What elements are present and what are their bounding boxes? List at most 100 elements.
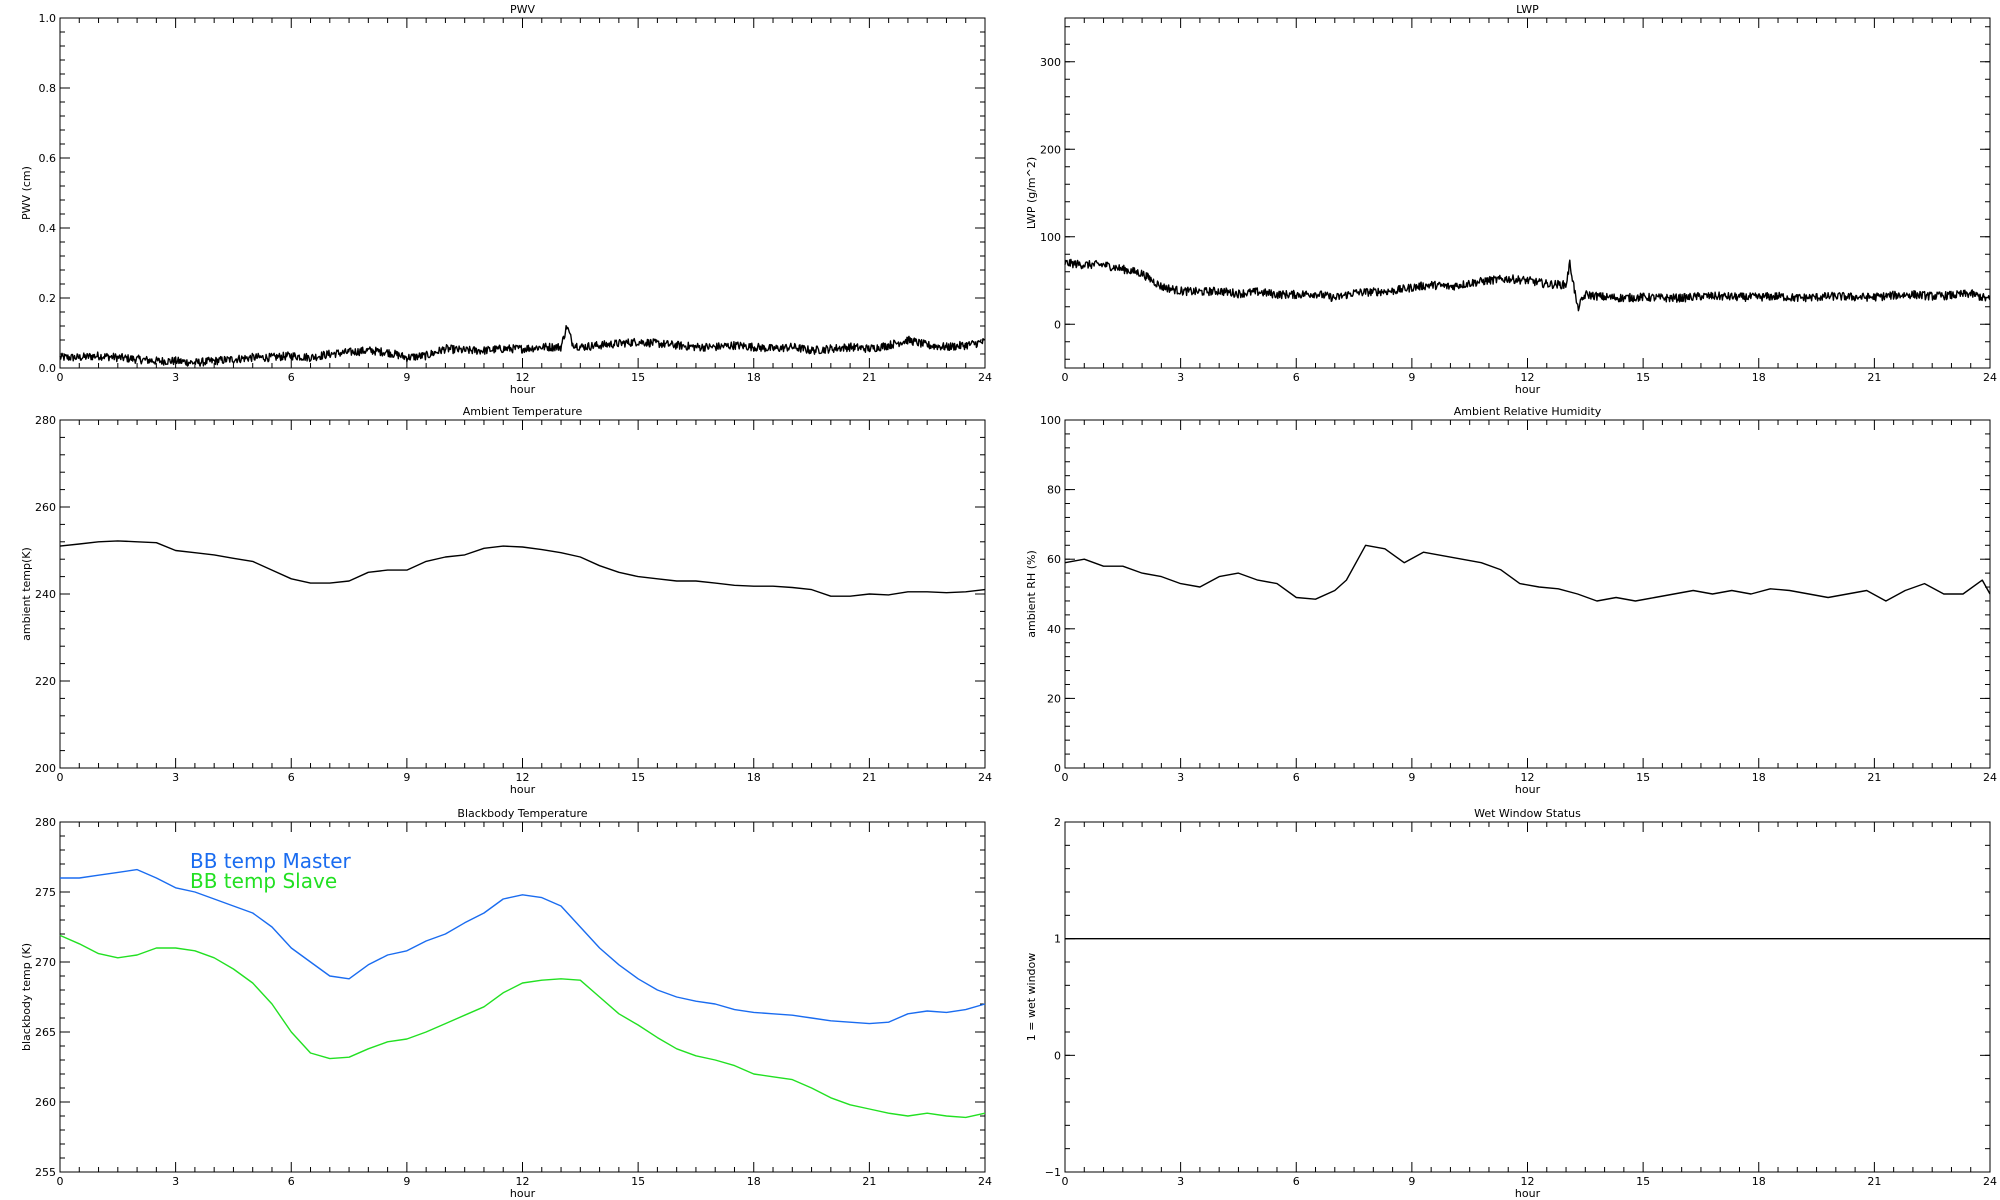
chart-title: Ambient Relative Humidity — [1454, 405, 1602, 418]
x-tick-label: 9 — [1408, 371, 1415, 384]
y-tick-label: 0 — [1054, 1049, 1061, 1062]
x-tick-label: 15 — [1636, 1175, 1650, 1188]
x-tick-label: 0 — [57, 1175, 64, 1188]
series-line-rh — [1064, 544, 1991, 602]
x-tick-label: 3 — [172, 771, 179, 784]
series-line-bb-temp-slave — [59, 934, 986, 1119]
plot-frame — [1064, 821, 1991, 1173]
x-tick-label: 15 — [1636, 771, 1650, 784]
x-tick-label: 15 — [1636, 371, 1650, 384]
chart-title: LWP — [1516, 3, 1539, 16]
chart-title: Ambient Temperature — [463, 405, 583, 418]
y-axis-label: ambient temp(K) — [20, 547, 33, 641]
y-tick-label: 100 — [1040, 231, 1061, 244]
chart-title: PWV — [510, 3, 536, 16]
y-tick-label: 40 — [1047, 623, 1061, 636]
y-tick-label: 0.0 — [39, 362, 57, 375]
x-tick-label: 12 — [1521, 1175, 1535, 1188]
x-tick-label: 0 — [1062, 1175, 1069, 1188]
series-line-tamb — [59, 540, 986, 597]
plot-frame — [59, 17, 986, 369]
y-tick-label: 200 — [1040, 143, 1061, 156]
x-tick-label: 18 — [1752, 371, 1766, 384]
y-axis-label: LWP (g/m^2) — [1025, 157, 1038, 229]
x-tick-label: 6 — [288, 371, 295, 384]
legend-entry: BB temp Master — [190, 849, 352, 873]
x-tick-label: 21 — [1867, 371, 1881, 384]
chart-panel-pwv: PWV 0 3 6 9 12 15 18 21 24 0.0 0.2 0.4 0.6 0.8 1.0 hour P… — [20, 3, 992, 396]
y-tick-label: 0.4 — [39, 222, 57, 235]
y-axis-label: 1 = wet window — [1025, 953, 1038, 1042]
series-line-pwv — [59, 325, 986, 367]
x-tick-label: 3 — [1177, 771, 1184, 784]
y-axis-label: blackbody temp (K) — [20, 943, 33, 1051]
y-tick-label: 300 — [1040, 56, 1061, 69]
x-axis-label: hour — [1515, 383, 1541, 396]
x-tick-label: 24 — [1983, 771, 1997, 784]
y-axis-label: PWV (cm) — [20, 166, 33, 220]
y-tick-label: 270 — [35, 956, 56, 969]
y-tick-label: 0.6 — [39, 152, 57, 165]
x-axis-label: hour — [1515, 1187, 1541, 1200]
y-tick-label: 80 — [1047, 484, 1061, 497]
x-tick-label: 12 — [516, 771, 530, 784]
x-axis-label: hour — [510, 383, 536, 396]
y-tick-label: 0 — [1054, 318, 1061, 331]
x-tick-label: 0 — [1062, 771, 1069, 784]
plot-frame — [59, 419, 986, 769]
y-tick-label: −1 — [1045, 1166, 1061, 1179]
y-tick-label: 0 — [1054, 762, 1061, 775]
series-line-lwp — [1064, 258, 1991, 312]
x-tick-label: 18 — [747, 371, 761, 384]
y-tick-label: 0.2 — [39, 292, 57, 305]
x-tick-label: 6 — [1293, 1175, 1300, 1188]
chart-title: Wet Window Status — [1474, 807, 1581, 820]
x-tick-label: 0 — [57, 371, 64, 384]
series-line-bb-temp-master — [60, 868, 986, 1025]
x-tick-label: 0 — [1062, 371, 1069, 384]
x-axis-label: hour — [1515, 783, 1541, 796]
x-tick-label: 9 — [1408, 1175, 1415, 1188]
x-tick-label: 12 — [516, 371, 530, 384]
y-tick-label: 1 — [1054, 933, 1061, 946]
x-tick-label: 24 — [978, 771, 992, 784]
x-tick-label: 6 — [288, 1175, 295, 1188]
x-tick-label: 0 — [57, 771, 64, 784]
y-tick-label: 280 — [35, 816, 56, 829]
x-tick-label: 12 — [1521, 771, 1535, 784]
y-tick-label: 0.8 — [39, 82, 57, 95]
x-tick-label: 21 — [862, 1175, 876, 1188]
x-tick-label: 18 — [747, 771, 761, 784]
y-tick-label: 20 — [1047, 692, 1061, 705]
y-tick-label: 220 — [35, 675, 56, 688]
y-tick-label: 1.0 — [39, 12, 57, 25]
chart-title: Blackbody Temperature — [457, 807, 587, 820]
x-tick-label: 9 — [1408, 771, 1415, 784]
x-tick-label: 15 — [631, 771, 645, 784]
x-tick-label: 3 — [1177, 1175, 1184, 1188]
x-axis-label: hour — [510, 1187, 536, 1200]
x-tick-label: 3 — [1177, 371, 1184, 384]
x-tick-label: 21 — [1867, 1175, 1881, 1188]
y-tick-label: 2 — [1054, 816, 1061, 829]
y-tick-label: 260 — [35, 501, 56, 514]
y-tick-label: 240 — [35, 588, 56, 601]
y-tick-label: 265 — [35, 1026, 56, 1039]
y-tick-label: 280 — [35, 414, 56, 427]
chart-panel-tamb: Ambient Temperature 0 3 6 9 12 15 18 21 24 200 220 2… — [20, 405, 992, 796]
x-tick-label: 24 — [978, 1175, 992, 1188]
x-tick-label: 3 — [172, 1175, 179, 1188]
x-tick-label: 9 — [403, 1175, 410, 1188]
y-axis-label: ambient RH (%) — [1025, 550, 1038, 638]
x-tick-label: 12 — [516, 1175, 530, 1188]
y-tick-label: 100 — [1040, 414, 1061, 427]
x-tick-label: 24 — [1983, 371, 1997, 384]
x-tick-label: 3 — [172, 371, 179, 384]
x-tick-label: 6 — [1293, 771, 1300, 784]
x-tick-label: 18 — [1752, 1175, 1766, 1188]
x-axis-label: hour — [510, 783, 536, 796]
chart-panel-lwp: LWP 0 3 6 9 12 15 18 21 24 0 100 200 300 hour LWP (g/m^… — [1025, 3, 1997, 396]
plot-frame — [1064, 17, 1991, 369]
legend-entry: BB temp Slave — [190, 869, 337, 893]
